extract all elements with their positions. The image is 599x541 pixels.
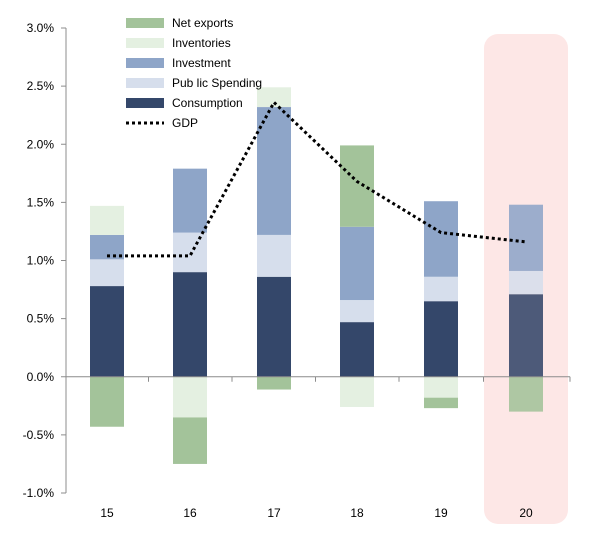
bar-investment-16 [173,168,207,233]
bar-net-exports-18 [340,145,374,227]
bar-inventories-15 [90,205,124,235]
bar-consumption-19 [424,301,458,377]
bar-net-exports-20 [509,376,543,412]
bar-investment-19 [424,201,458,277]
legend: Net exports Inventories Investment Pub lic … [126,16,262,130]
x-tick-label-18: 18 [350,506,364,520]
y-tick-label: 1.0% [27,254,55,268]
bar-pub-lic-spending-16 [173,232,207,273]
legend-swatch-investment [126,58,164,68]
bar-net-exports-19 [424,397,458,409]
x-tick-label-17: 17 [267,506,281,520]
x-tick-label-16: 16 [183,506,197,520]
legend-label-net-exports: Net exports [172,16,233,30]
bar-pub-lic-spending-17 [257,234,291,277]
legend-swatch-pub-lic-spending [126,78,164,88]
legend-label-consumption: Consumption [172,96,243,110]
bar-investment-17 [257,107,291,235]
bar-consumption-17 [257,276,291,377]
bars-layer [90,87,543,464]
y-tick-label: 2.5% [27,79,55,93]
axes-layer: -1.0% -0.5% 0.0% 0.5% 1.0% 1.5% 2.0% 2.5% 3.0% 15… [23,21,571,520]
bar-consumption-18 [340,322,374,377]
bar-inventories-19 [424,376,458,398]
bar-investment-20 [509,204,543,271]
y-tick-label: 3.0% [27,21,55,35]
bar-net-exports-17 [257,376,291,390]
bar-consumption-15 [90,286,124,377]
legend-swatch-consumption [126,98,164,108]
gdp-line-layer [107,99,527,258]
x-tick-label-15: 15 [100,506,114,520]
bar-net-exports-15 [90,376,124,427]
y-tick-label: 2.0% [27,137,55,151]
gdp-line [107,99,527,258]
legend-swatch-net-exports [126,18,164,28]
legend-label-inventories: Inventories [172,36,231,50]
legend-label-gdp: GDP [172,116,198,130]
bar-pub-lic-spending-15 [90,259,124,287]
legend-label-investment: Investment [172,56,231,70]
x-tick-label-20: 20 [519,506,533,520]
bar-pub-lic-spending-19 [424,276,458,302]
x-tick-label-19: 19 [434,506,448,520]
bar-inventories-17 [257,87,291,108]
y-tick-label: 0.0% [27,370,55,384]
bar-consumption-20 [509,294,543,377]
legend-label-pub-lic-spending: Pub lic Spending [172,76,262,90]
bar-investment-18 [340,226,374,301]
bar-consumption-16 [173,272,207,377]
legend-swatch-inventories [126,38,164,48]
bar-pub-lic-spending-18 [340,300,374,323]
y-tick-label: -0.5% [23,428,55,442]
y-tick-label: 0.5% [27,312,55,326]
bar-net-exports-16 [173,417,207,464]
bar-inventories-18 [340,376,374,407]
bar-inventories-16 [173,376,207,418]
y-tick-label: -1.0% [23,486,55,500]
bar-pub-lic-spending-20 [509,270,543,295]
y-tick-label: 1.5% [27,195,55,209]
